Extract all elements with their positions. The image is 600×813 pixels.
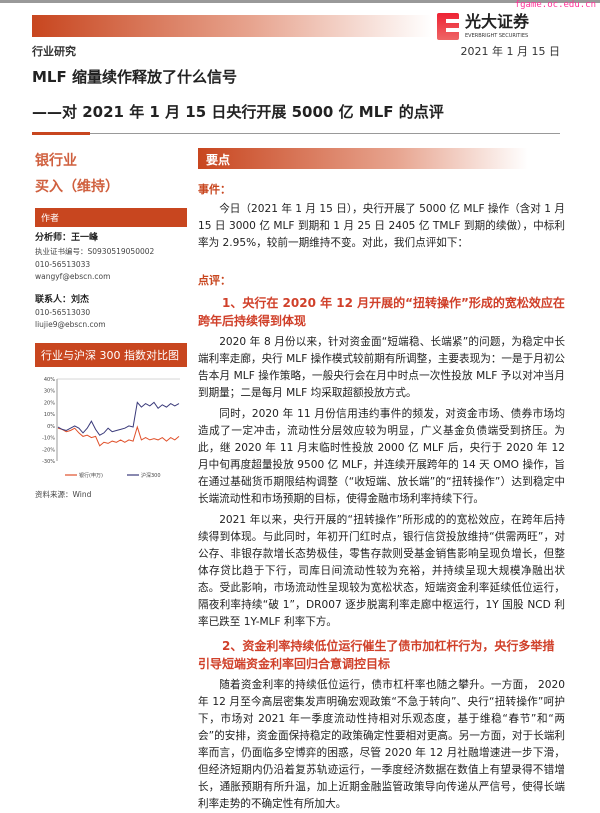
legend-label: 沪深300 [141, 472, 161, 479]
logo-cn: 光大证券 [465, 12, 530, 31]
paragraph: 2021 年以来，央行开展的“扭转操作”所形成的的宽松效应，在跨年后持续得到体现… [198, 514, 565, 628]
y-tick-label: 30% [44, 389, 55, 395]
section-heading-2: 2、资金利率持续低位运行催生了债市加杠杆行为，央行多举措引导短端资金利率回归合意… [198, 639, 555, 671]
y-tick-label: 40% [44, 377, 55, 383]
y-tick-label: 20% [44, 400, 55, 406]
rating: 买入（维持） [35, 179, 119, 195]
y-tick-label: -30% [42, 459, 55, 465]
y-tick-label: -10% [42, 436, 55, 442]
chart-source: 资料来源：Wind [35, 490, 92, 499]
series-line-1 [57, 401, 180, 436]
legend-label: 银行(申万) [79, 472, 103, 479]
report-category: 行业研究 [32, 45, 76, 58]
top-border [0, 0, 600, 3]
logo-en: EVERBRIGHT SECURITIES [465, 33, 529, 39]
series-line-0 [57, 425, 180, 447]
y-tick-label: 0% [47, 424, 55, 430]
y-tick-label: -20% [42, 447, 55, 453]
paragraph: 同时，2020 年 11 月份信用违约事件的频发，对资金市场、债券市场均造成了一… [198, 408, 565, 505]
event-paragraph: 今日（2021 年 1 月 15 日），央行开展了 5000 亿 MLF 操作（… [198, 203, 565, 249]
key-points-header: 要点 [198, 148, 528, 169]
header-gradient-bar [32, 15, 432, 37]
analyst-phone: 010-56513033 [35, 260, 91, 269]
report-title: MLF 缩量续作释放了什么信号 [32, 68, 237, 86]
y-tick-label: 10% [44, 412, 55, 418]
analyst-name: 分析师：王一峰 [35, 233, 99, 243]
paragraph: 2020 年 8 月份以来，针对资金面“短端稳、长端紧”的问题，为稳定中长端利率… [198, 336, 565, 399]
comment-label: 点评： [198, 274, 231, 287]
section-heading-1: 1、央行在 2020 年 12 月开展的“扭转操作”形成的宽松效应在跨年后持续得… [198, 296, 565, 328]
author-header: 作者 [35, 208, 187, 227]
analyst-license: 执业证书编号：S0930519050002 [35, 247, 155, 256]
title-divider [32, 132, 560, 135]
industry: 银行业 [35, 153, 77, 169]
contact-email[interactable]: liujie9@ebscn.com [35, 320, 106, 329]
index-comparison-chart: 40% 30% 20% 10% 0% -10% -20% -30% 银行(申万) 沪深300 [42, 377, 180, 479]
sidebar: 银行业 买入（维持） 作者 分析师：王一峰 执业证书编号：S0930519050… [35, 150, 187, 500]
contact-phone: 010-56513030 [35, 308, 91, 317]
logo-icon [437, 13, 459, 40]
everbright-logo: 光大证券 EVERBRIGHT SECURITIES [437, 13, 567, 41]
paragraph: 随着资金利率的持续低位运行，债市杠杆率也随之攀升。一方面， 2020 年 12 … [198, 679, 565, 810]
chart-header: 行业与沪深 300 指数对比图 [35, 343, 187, 367]
event-label: 事件： [198, 183, 231, 196]
report-date: 2021 年 1 月 15 日 [460, 45, 560, 58]
report-subtitle: ——对 2021 年 1 月 15 日央行开展 5000 亿 MLF 的点评 [32, 103, 444, 121]
analyst-email[interactable]: wangyf@ebscn.com [35, 272, 111, 281]
main-content: 要点 事件： 今日（2021 年 1 月 15 日），央行开展了 5000 亿 … [198, 148, 565, 813]
watermark: fgame.oc.edu.cn [514, 0, 596, 10]
contact-name: 联系人：刘杰 [35, 295, 90, 305]
